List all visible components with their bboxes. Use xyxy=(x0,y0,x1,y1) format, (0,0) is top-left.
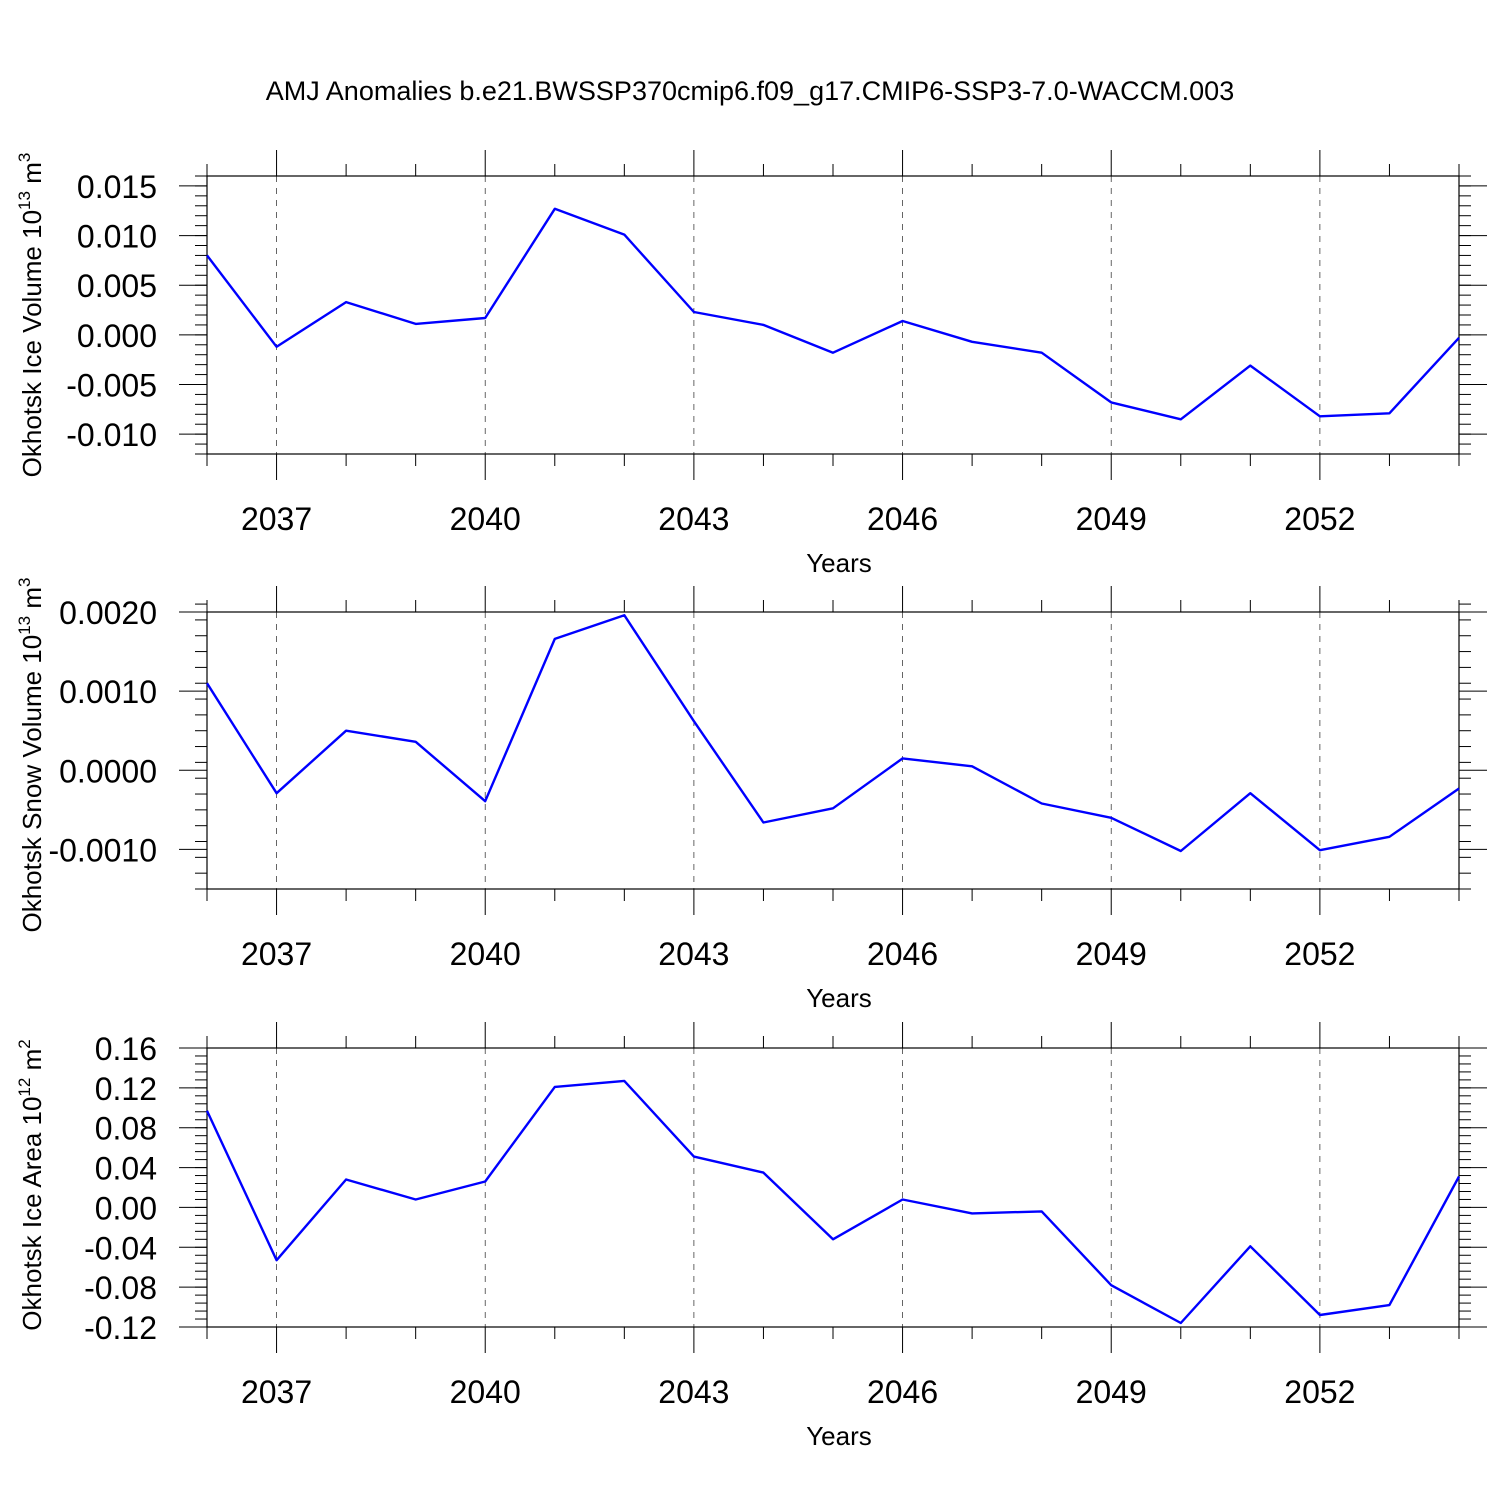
data-line-series xyxy=(206,207,1460,421)
y-tick-label: 0.005 xyxy=(77,268,157,304)
y-axis-label-unit: m xyxy=(17,587,47,616)
y-tick-label: 0.00 xyxy=(95,1190,157,1226)
x-axis-label: Years xyxy=(806,983,872,1013)
x-axis-label: Years xyxy=(806,1421,872,1451)
y-tick-label: 0.04 xyxy=(95,1151,157,1187)
x-tick-label: 2037 xyxy=(241,936,312,972)
data-line-series xyxy=(205,1079,1461,1325)
chart-title: AMJ Anomalies b.e21.BWSSP370cmip6.f09_g1… xyxy=(266,76,1234,106)
x-tick-label: 2043 xyxy=(658,936,729,972)
y-axis-label-unit: m xyxy=(17,162,47,191)
y-axis-label-exponent: 13 xyxy=(15,191,34,210)
x-tick-label: 2040 xyxy=(450,936,521,972)
plot-frame xyxy=(206,175,1460,455)
plot-frame xyxy=(206,611,1460,890)
x-tick-label: 2049 xyxy=(1076,501,1147,537)
y-axis-label: Okhotsk Ice Volume 1013 m3 xyxy=(15,153,47,478)
y-axis-label: Okhotsk Snow Volume 1013 m3 xyxy=(15,578,47,933)
x-tick-label: 2043 xyxy=(658,501,729,537)
x-tick-label: 2046 xyxy=(867,936,938,972)
x-tick-label: 2043 xyxy=(658,1374,729,1410)
y-tick-label: -0.005 xyxy=(66,368,157,404)
y-tick-label: 0.000 xyxy=(77,318,157,354)
plot-frame xyxy=(206,1047,1460,1328)
x-tick-label: 2049 xyxy=(1076,936,1147,972)
y-axis-label: Okhotsk Ice Area 1012 m2 xyxy=(15,1039,47,1330)
y-tick-label: 0.08 xyxy=(95,1111,157,1147)
data-line-series xyxy=(205,614,1460,853)
y-tick-label: 0.0010 xyxy=(59,674,157,710)
y-axis-label-main: Okhotsk Ice Volume 10 xyxy=(17,210,47,477)
x-axis-label: Years xyxy=(806,548,872,578)
y-tick-label: 0.16 xyxy=(95,1031,157,1067)
y-tick-label: -0.04 xyxy=(84,1230,157,1266)
x-tick-label: 2046 xyxy=(867,1374,938,1410)
y-tick-label: 0.0020 xyxy=(59,595,157,631)
panels-container: 2037 2040 2043 2046 2049 2052 -0.010 -0.005 0.00… xyxy=(15,150,1487,1451)
y-axis-label-main: Okhotsk Ice Area 10 xyxy=(17,1097,47,1331)
x-tick-label: 2052 xyxy=(1284,1374,1355,1410)
y-axis-label-exponent: 13 xyxy=(15,616,34,635)
y-tick-label: 0.0000 xyxy=(59,753,157,789)
x-tick-label: 2037 xyxy=(241,1374,312,1410)
y-tick-label: -0.12 xyxy=(84,1310,157,1346)
x-tick-label: 2037 xyxy=(241,501,312,537)
panel-1: 2037 2040 2043 2046 2049 2052 -0.010 -0.005 0.00… xyxy=(15,150,1487,578)
y-tick-label: 0.015 xyxy=(77,169,157,205)
y-tick-label: 0.010 xyxy=(77,219,157,255)
y-tick-label: -0.08 xyxy=(84,1270,157,1306)
y-axis-label-unit-exponent: 2 xyxy=(15,1039,34,1048)
y-axis-label-unit-exponent: 3 xyxy=(15,153,34,162)
y-axis-label-unit-exponent: 3 xyxy=(15,578,34,587)
x-tick-label: 2040 xyxy=(450,1374,521,1410)
y-tick-label: -0.010 xyxy=(66,417,157,453)
x-tick-label: 2052 xyxy=(1284,501,1355,537)
x-tick-label: 2052 xyxy=(1284,936,1355,972)
panel-3: 2037 2040 2043 2046 2049 2052 -0.12 -0.08 -0.04 0… xyxy=(15,1022,1487,1451)
x-tick-label: 2049 xyxy=(1076,1374,1147,1410)
y-axis-label-exponent: 12 xyxy=(15,1078,34,1097)
y-tick-label: 0.12 xyxy=(95,1071,157,1107)
y-tick-label: -0.0010 xyxy=(48,832,157,868)
x-tick-label: 2046 xyxy=(867,501,938,537)
y-axis-label-main: Okhotsk Snow Volume 10 xyxy=(17,635,47,933)
x-tick-label: 2040 xyxy=(450,501,521,537)
panel-2: 2037 2040 2043 2046 2049 2052 -0.0010 0.0000 0.0… xyxy=(15,578,1487,1013)
y-axis-label-unit: m xyxy=(17,1049,47,1078)
